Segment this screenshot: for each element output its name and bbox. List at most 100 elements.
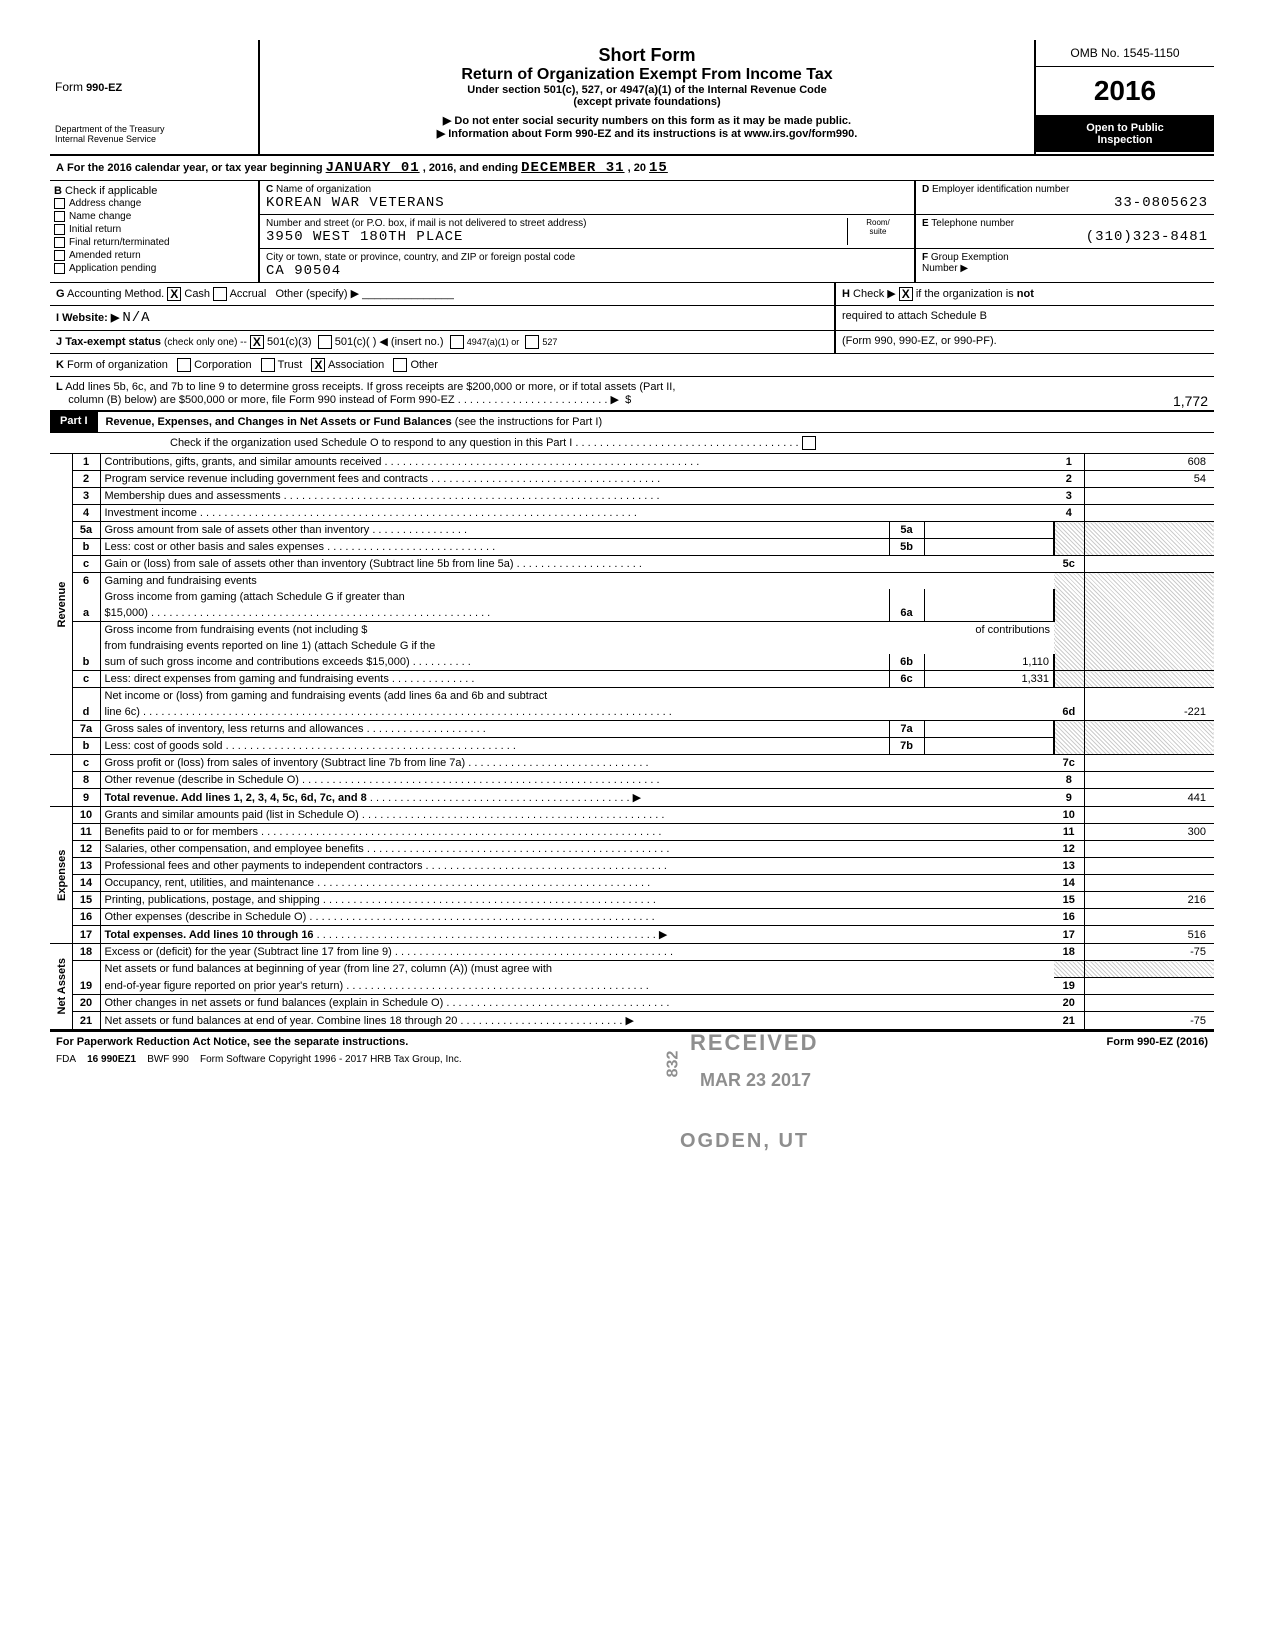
line-8: 8 Other revenue (describe in Schedule O)… <box>50 772 1214 789</box>
line-17-value: 516 <box>1084 926 1214 944</box>
chk-final-return[interactable]: Final return/terminated <box>54 236 254 249</box>
line-6d: d Net income or (loss) from gaming and f… <box>50 688 1214 705</box>
line-4: 4 Investment income . . . . . . . . . . … <box>50 505 1214 522</box>
warn-ssn: Do not enter social security numbers on … <box>270 114 1024 127</box>
chk-4947[interactable] <box>450 335 464 349</box>
line-6a: a Gross income from gaming (attach Sched… <box>50 589 1214 605</box>
form-header: Form 990-EZ Department of the Treasury I… <box>50 40 1214 156</box>
tax-year-end: DECEMBER 31 <box>521 160 624 176</box>
chk-527[interactable] <box>525 335 539 349</box>
part-1-schedule-o-check: Check if the organization used Schedule … <box>50 433 1214 454</box>
dept-treasury: Department of the Treasury <box>55 124 253 134</box>
line-15: 15 Printing, publications, postage, and … <box>50 892 1214 909</box>
line-6c: c Less: direct expenses from gaming and … <box>50 671 1214 688</box>
org-name: KOREAN WAR VETERANS <box>266 195 908 211</box>
part-1-lines: Revenue 1 Contributions, gifts, grants, … <box>50 454 1214 1030</box>
chk-accrual[interactable] <box>213 287 227 301</box>
chk-trust[interactable] <box>261 358 275 372</box>
chk-other-org[interactable] <box>393 358 407 372</box>
stamp-date: MAR 23 2017 <box>700 1070 811 1091</box>
line-16: 16 Other expenses (describe in Schedule … <box>50 909 1214 926</box>
line-3: 3 Membership dues and assessments . . . … <box>50 488 1214 505</box>
title-short-form: Short Form <box>270 45 1024 66</box>
chk-schedule-b-not-required[interactable]: X <box>899 287 913 301</box>
chk-application-pending[interactable]: Application pending <box>54 262 254 275</box>
chk-initial-return[interactable]: Initial return <box>54 223 254 236</box>
tax-year: 2016 <box>1036 67 1214 116</box>
title-except: (except private foundations) <box>270 96 1024 108</box>
header-left: Form 990-EZ Department of the Treasury I… <box>50 40 260 154</box>
section-j: J Tax-exempt status (check only one) -- … <box>50 331 1214 354</box>
header-right: OMB No. 1545-1150 2016 Open to Public In… <box>1034 40 1214 154</box>
section-k: K Form of organization Corporation Trust… <box>50 354 1214 377</box>
line-10: Expenses 10 Grants and similar amounts p… <box>50 807 1214 824</box>
line-13: 13 Professional fees and other payments … <box>50 858 1214 875</box>
form-number: 990-EZ <box>86 82 122 94</box>
line-9-value: 441 <box>1084 789 1214 807</box>
line-12: 12 Salaries, other compensation, and emp… <box>50 841 1214 858</box>
org-tel: (310)323-8481 <box>922 229 1208 245</box>
side-label-net-assets: Net Assets <box>50 944 72 1030</box>
line-19: 19 Net assets or fund balances at beginn… <box>50 961 1214 978</box>
sections-g-h: G Accounting Method. X Cash Accrual Othe… <box>50 283 1214 306</box>
section-c: C Name of organization KOREAN WAR VETERA… <box>260 181 914 282</box>
line-5c: c Gain or (loss) from sale of assets oth… <box>50 556 1214 573</box>
chk-cash[interactable]: X <box>167 287 181 301</box>
line-7a: 7a Gross sales of inventory, less return… <box>50 721 1214 738</box>
line-2-value: 54 <box>1084 471 1214 488</box>
line-1-value: 608 <box>1084 454 1214 471</box>
chk-association[interactable]: X <box>311 358 325 372</box>
side-label-revenue: Revenue <box>50 454 72 755</box>
section-a: A For the 2016 calendar year, or tax yea… <box>50 156 1214 181</box>
line-1: Revenue 1 Contributions, gifts, grants, … <box>50 454 1214 471</box>
chk-501c3[interactable]: X <box>250 335 264 349</box>
dept-irs: Internal Revenue Service <box>55 134 253 144</box>
line-6: 6 Gaming and fundraising events <box>50 573 1214 590</box>
line-15-value: 216 <box>1084 892 1214 909</box>
part-1-header: Part I Revenue, Expenses, and Changes in… <box>50 411 1214 433</box>
open-public: Open to Public Inspection <box>1036 116 1214 152</box>
footer-software: FDA 16 990EZ1 BWF 990 Form Software Copy… <box>50 1052 1214 1067</box>
line-11-value: 300 <box>1084 824 1214 841</box>
chk-501c[interactable] <box>318 335 332 349</box>
org-ein: 33-0805623 <box>922 195 1208 211</box>
sections-b-through-f: B Check if applicable Address change Nam… <box>50 181 1214 283</box>
line-17: 17 Total expenses. Add lines 10 through … <box>50 926 1214 944</box>
line-20: 20 Other changes in net assets or fund b… <box>50 994 1214 1011</box>
line-6b-value: 1,110 <box>924 654 1054 671</box>
line-6d-value: -221 <box>1084 688 1214 721</box>
website: N/A <box>122 310 150 326</box>
line-5a: 5a Gross amount from sale of assets othe… <box>50 522 1214 539</box>
line-21: 21 Net assets or fund balances at end of… <box>50 1011 1214 1029</box>
tax-year-yr: 15 <box>649 160 668 176</box>
line-21-value: -75 <box>1084 1011 1214 1029</box>
org-city: CA 90504 <box>266 263 908 279</box>
title-return: Return of Organization Exempt From Incom… <box>270 66 1024 84</box>
line-9: 9 Total revenue. Add lines 1, 2, 3, 4, 5… <box>50 789 1214 807</box>
gross-receipts: 1,772 <box>1173 393 1208 409</box>
tax-year-begin: JANUARY 01 <box>326 160 420 176</box>
org-street: 3950 WEST 180TH PLACE <box>266 229 847 245</box>
line-14: 14 Occupancy, rent, utilities, and maint… <box>50 875 1214 892</box>
line-18-value: -75 <box>1084 944 1214 961</box>
section-b: B Check if applicable Address change Nam… <box>50 181 260 282</box>
chk-address-change[interactable]: Address change <box>54 197 254 210</box>
chk-amended-return[interactable]: Amended return <box>54 249 254 262</box>
stamp-ogden: OGDEN, UT <box>680 1130 809 1153</box>
form-reference: Form 990-EZ (2016) <box>1107 1036 1208 1048</box>
omb-number: OMB No. 1545-1150 <box>1036 40 1214 67</box>
side-label-expenses: Expenses <box>50 807 72 944</box>
paperwork-notice: For Paperwork Reduction Act Notice, see … <box>56 1036 408 1048</box>
form-prefix: Form <box>55 80 83 94</box>
title-section: Under section 501(c), 527, or 4947(a)(1)… <box>270 84 1024 96</box>
chk-corporation[interactable] <box>177 358 191 372</box>
line-11: 11 Benefits paid to or for members . . .… <box>50 824 1214 841</box>
warn-info: Information about Form 990-EZ and its in… <box>270 127 1024 140</box>
line-7c: c Gross profit or (loss) from sales of i… <box>50 755 1214 772</box>
chk-name-change[interactable]: Name change <box>54 210 254 223</box>
chk-schedule-o[interactable] <box>802 436 816 450</box>
line-5b: b Less: cost or other basis and sales ex… <box>50 539 1214 556</box>
footer: For Paperwork Reduction Act Notice, see … <box>50 1030 1214 1052</box>
line-7b: b Less: cost of goods sold . . . . . . .… <box>50 738 1214 755</box>
header-center: Short Form Return of Organization Exempt… <box>260 40 1034 154</box>
